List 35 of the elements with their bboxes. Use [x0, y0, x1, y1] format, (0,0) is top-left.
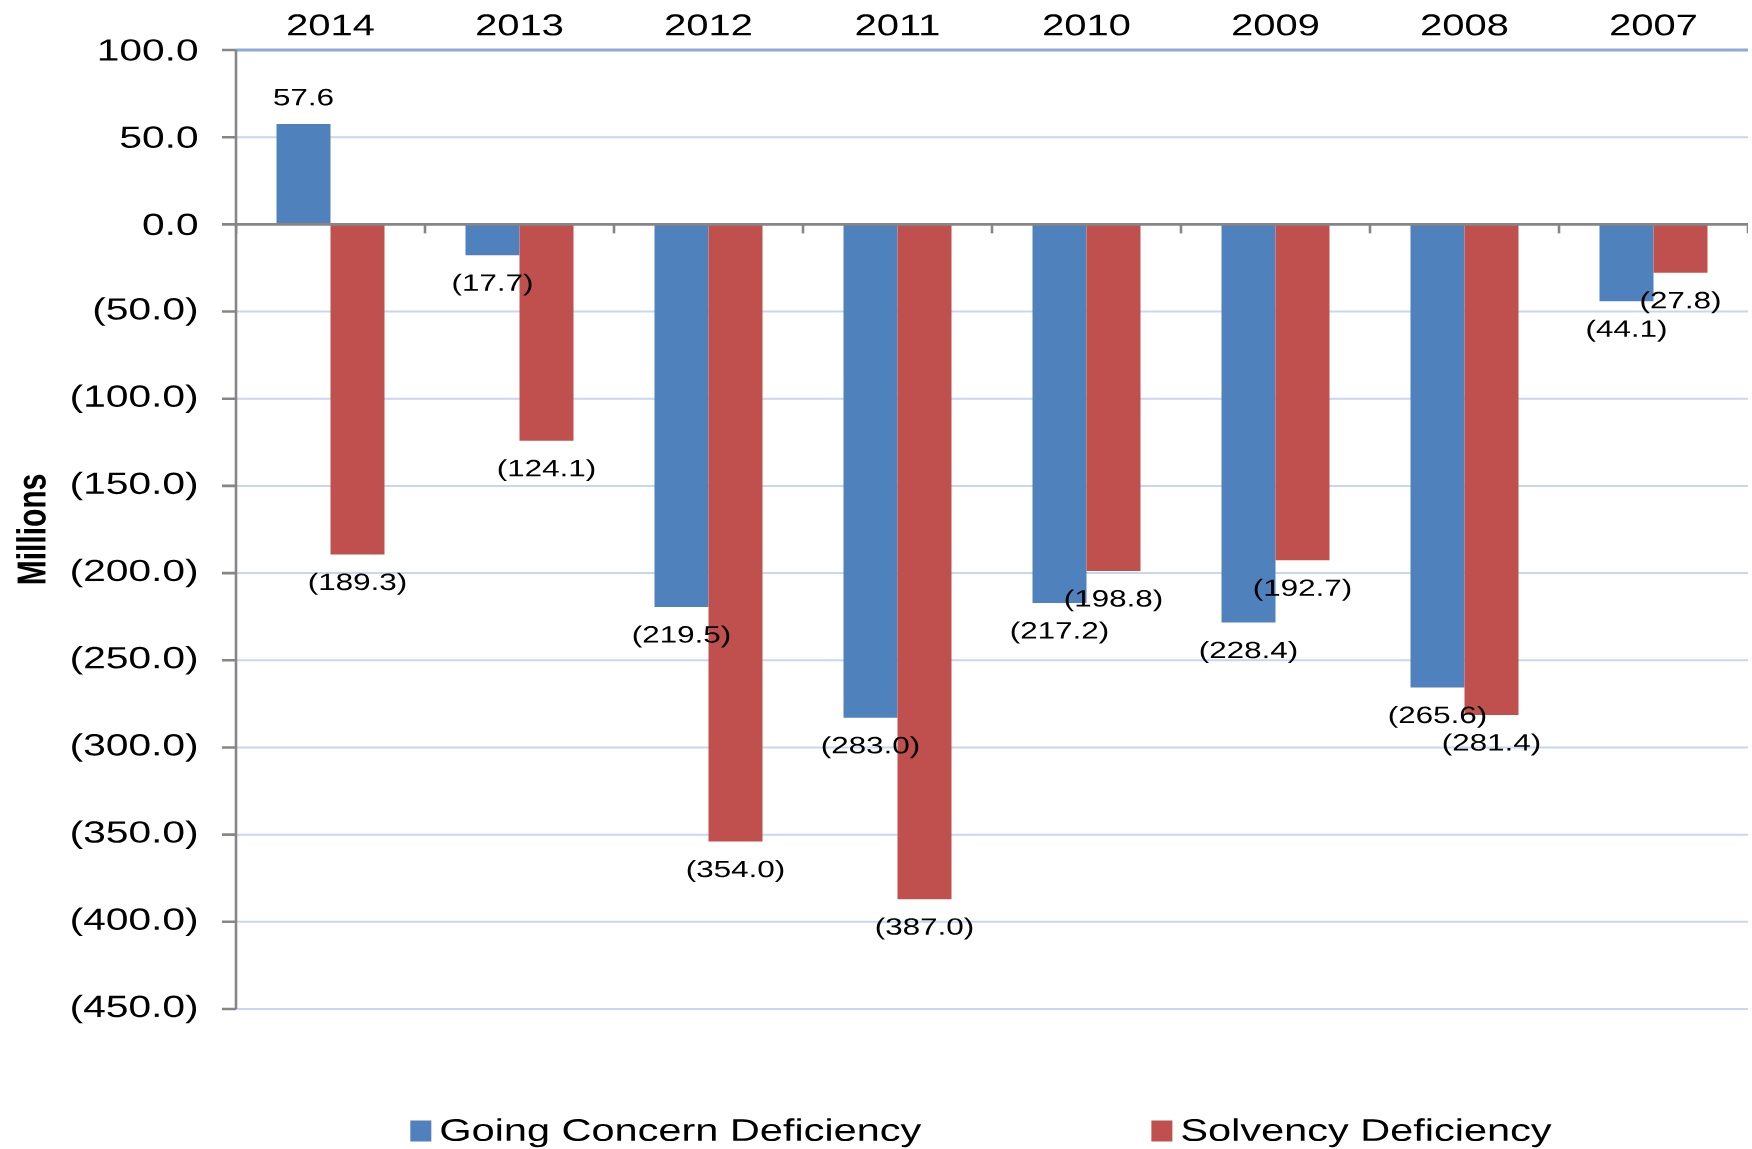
- x-tick-label: 2010: [1044, 14, 1130, 36]
- y-tick-label: (400.0): [72, 907, 197, 937]
- data-label: (124.1): [498, 459, 595, 482]
- data-label: (228.4): [1200, 641, 1297, 663]
- y-tick-label: 50.0: [121, 126, 197, 149]
- data-label: (44.1): [1587, 319, 1666, 342]
- data-label: 57.6: [274, 88, 333, 106]
- y-tick-label: 100.0: [99, 39, 197, 61]
- x-tick-label: 2008: [1422, 14, 1508, 36]
- y-tick-label: (200.0): [72, 558, 197, 588]
- y-tick-label: 0.0: [143, 213, 197, 236]
- x-tick-label: 2007: [1611, 14, 1696, 36]
- x-tick-label: 2013: [477, 14, 563, 36]
- y-tick-label: (150.0): [72, 471, 197, 501]
- x-tick-label: 2012: [666, 14, 751, 36]
- data-label: (198.8): [1065, 589, 1162, 612]
- data-label: (281.4): [1443, 733, 1540, 756]
- data-label: (189.3): [309, 572, 406, 595]
- data-label: (27.8): [1641, 291, 1720, 314]
- y-tick-label: (350.0): [72, 820, 197, 849]
- x-tick-label: 2014: [288, 14, 374, 36]
- y-tick-label: (250.0): [72, 646, 197, 675]
- y-tick-label: (50.0): [94, 297, 197, 326]
- data-label: (265.6): [1389, 705, 1486, 728]
- y-axis-title: Millions: [16, 474, 46, 584]
- data-label: (387.0): [876, 917, 973, 940]
- x-tick-label: 2009: [1233, 14, 1318, 36]
- y-tick-label: (100.0): [72, 384, 197, 413]
- x-tick-label: 2011: [856, 14, 939, 36]
- y-tick-label: (300.0): [72, 733, 197, 762]
- data-label: (217.2): [1011, 621, 1108, 644]
- y-tick-label: (450.0): [72, 994, 197, 1024]
- data-label: (354.0): [687, 860, 784, 882]
- legend-label: Going Concern Deficiency: [441, 1118, 922, 1148]
- legend-label: Solvency Deficiency: [1182, 1118, 1552, 1148]
